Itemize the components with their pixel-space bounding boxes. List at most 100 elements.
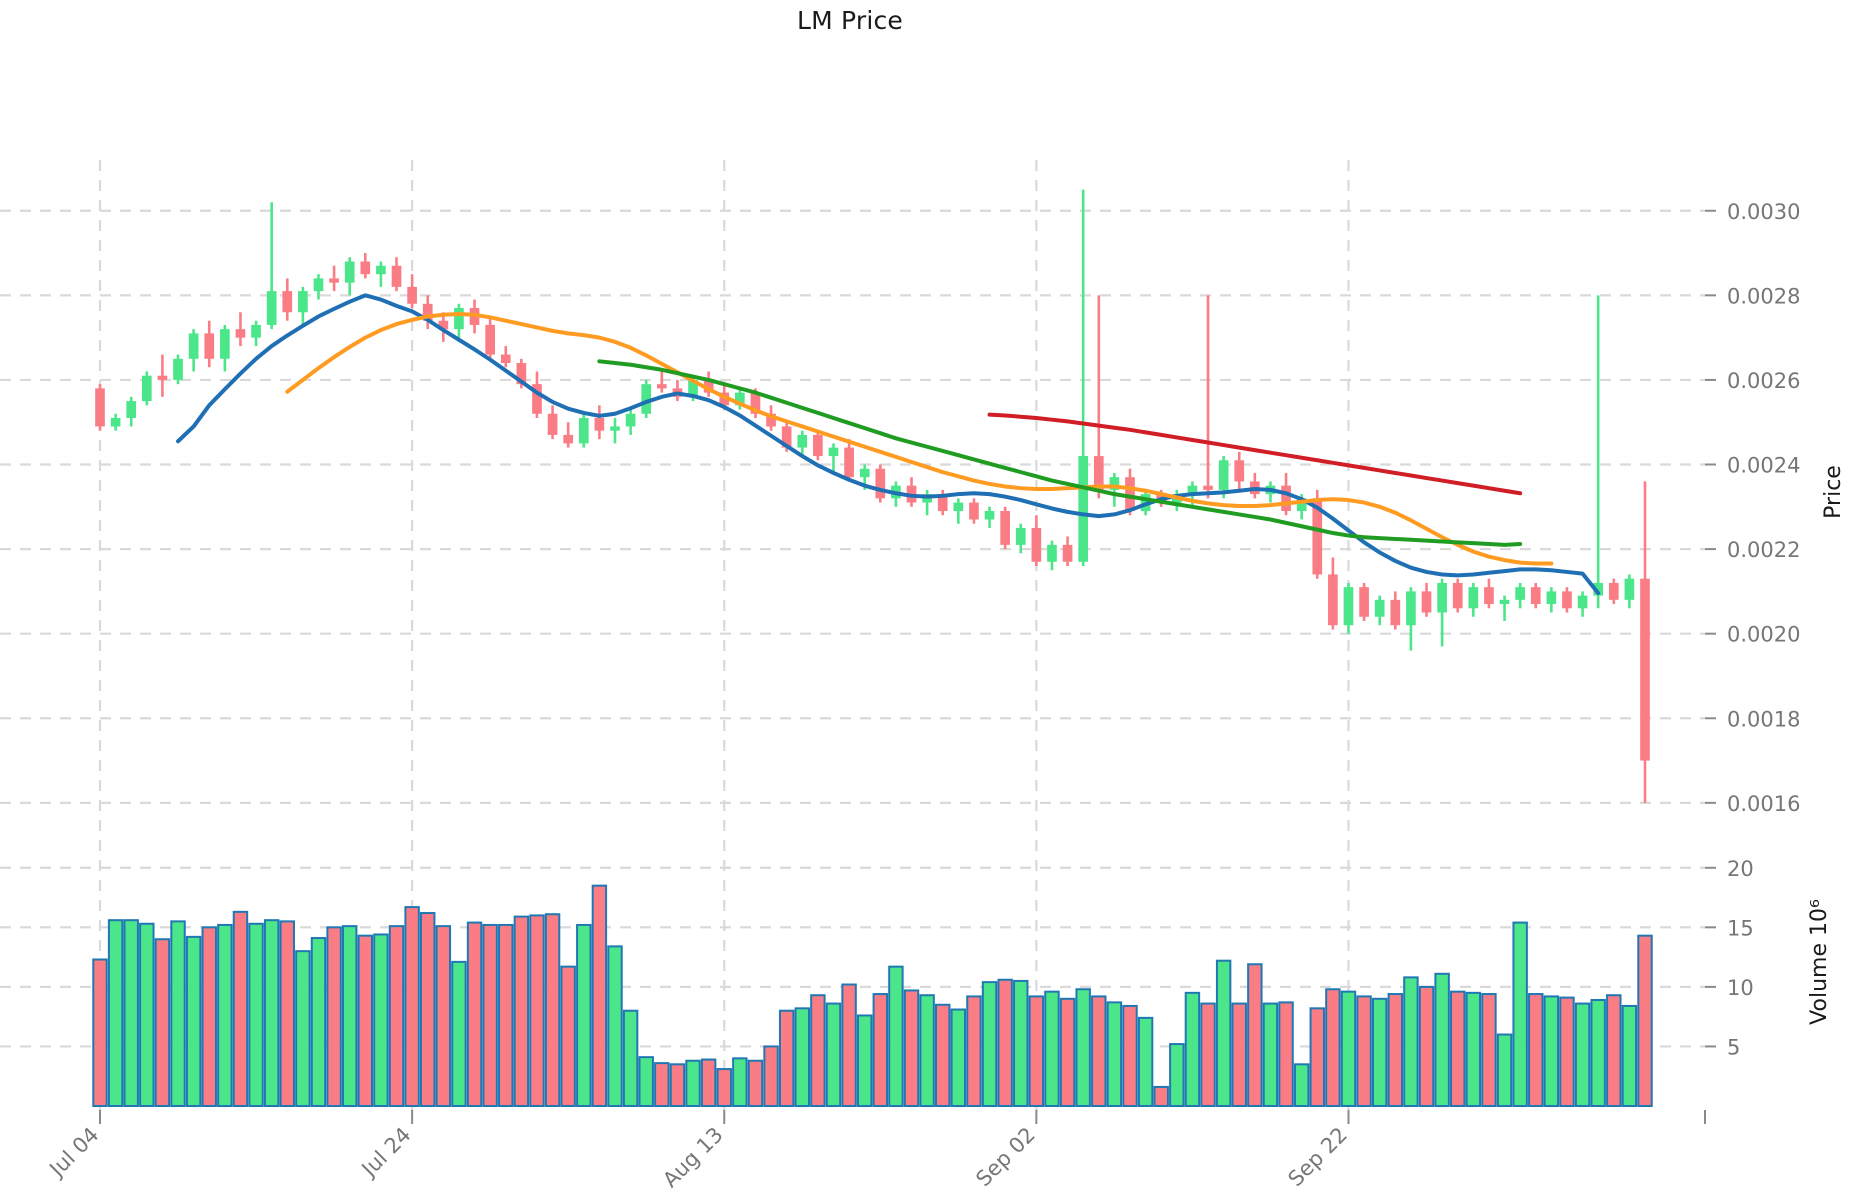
volume-bar (1013, 979, 1029, 1108)
volume-bar (326, 926, 342, 1107)
candlestick (1374, 595, 1385, 626)
volume-bar (388, 925, 405, 1107)
candlestick (157, 354, 168, 397)
candlestick (641, 379, 652, 418)
volume-bar (1371, 997, 1388, 1107)
candlestick (188, 329, 199, 372)
chart-title: LM Price (796, 6, 904, 35)
volume-bar (685, 1059, 701, 1108)
volume-bar (232, 910, 249, 1107)
candlestick (1234, 451, 1245, 490)
price-tick-label: 0.0026 (1727, 369, 1800, 393)
candlestick (298, 286, 308, 325)
volume-bar (263, 919, 280, 1107)
volume-bar (201, 926, 217, 1107)
candlestick (922, 489, 932, 516)
candlestick (1390, 591, 1401, 630)
candlestick (235, 312, 246, 347)
volume-bar (498, 923, 514, 1107)
volume-bar (482, 923, 498, 1107)
volume-bar (794, 1007, 810, 1108)
candlestick (251, 320, 261, 347)
volume-bar (1106, 1001, 1123, 1108)
volume-tick-label: 5 (1727, 1035, 1740, 1059)
volume-bar (1356, 995, 1372, 1108)
x-tick-label: Sep 02 (971, 1123, 1040, 1192)
candlestick (454, 303, 464, 338)
volume-bar (248, 922, 264, 1108)
volume-bar (1059, 997, 1076, 1107)
price-tick-label: 0.0018 (1727, 707, 1800, 731)
volume-bar (435, 925, 452, 1107)
candlestick (969, 498, 979, 524)
candlestick (656, 371, 667, 393)
price-tick-label: 0.0030 (1727, 200, 1800, 224)
volume-bar (654, 1062, 670, 1107)
volume-bar (1606, 994, 1622, 1108)
volume-bar (1153, 1085, 1169, 1108)
volume-bar (981, 981, 998, 1108)
candlestick (438, 312, 449, 342)
volume-bar (935, 1003, 951, 1107)
volume-bar (1091, 995, 1107, 1108)
candlestick (1624, 574, 1635, 609)
volume-bar (170, 920, 186, 1108)
volume-bar (420, 912, 436, 1107)
ma-line-ma_long (597, 359, 1523, 547)
volume-bar (1637, 934, 1653, 1107)
volume-bar (919, 994, 935, 1108)
candlestick (95, 384, 105, 431)
candlestick (1359, 582, 1369, 621)
candlestick (204, 320, 215, 368)
volume-bar (107, 919, 124, 1107)
candlestick (984, 506, 995, 528)
candlestick (360, 253, 371, 279)
volume-bar (1559, 996, 1575, 1107)
volume-bar (903, 989, 920, 1107)
candlestick (1593, 295, 1604, 609)
volume-bar (139, 922, 155, 1108)
candlestick (563, 422, 574, 448)
candlestick (953, 498, 964, 524)
volume-bar (1247, 963, 1263, 1107)
volume-bar (1403, 976, 1419, 1107)
candlestick (282, 278, 293, 321)
x-tick-label: Jul 04 (44, 1123, 104, 1183)
volume-bar (154, 938, 171, 1107)
candlestick (220, 324, 230, 372)
volume-bar (872, 993, 889, 1108)
candlestick (1125, 468, 1135, 516)
candlestick (422, 295, 433, 330)
volume-bar (1200, 1002, 1216, 1108)
ma-line-ma_short (176, 293, 1601, 596)
volume-bar (92, 958, 108, 1108)
volume-bar (1044, 990, 1060, 1107)
volume-bar (888, 965, 904, 1108)
volume-bar (544, 913, 561, 1108)
volume-bar (607, 945, 623, 1107)
volume-bar (1262, 1002, 1279, 1108)
x-tick-label: Jul 24 (356, 1123, 416, 1183)
volume-bar (1184, 991, 1201, 1107)
volume-bar (966, 995, 982, 1108)
candlestick (141, 371, 152, 406)
volume-bar (1543, 995, 1560, 1108)
candlestick (500, 346, 511, 368)
volume-bar (404, 906, 420, 1108)
volume-bar (1293, 1063, 1310, 1108)
x-tick-label: Sep 22 (1283, 1123, 1352, 1192)
candlestick-layer (95, 189, 1650, 803)
candlestick (672, 379, 683, 402)
x-tick-label: Aug 13 (658, 1123, 728, 1193)
ma-line-ma_xlong (987, 412, 1523, 496)
candlestick (906, 477, 917, 507)
volume-bar (716, 1068, 732, 1108)
candlestick (110, 413, 121, 431)
volume-bar (1309, 1007, 1325, 1108)
volume-bar (295, 950, 311, 1108)
volume-bar (763, 1045, 779, 1108)
candlestick (1577, 591, 1588, 617)
price-tick-label: 0.0016 (1727, 792, 1800, 816)
volume-bar (560, 965, 576, 1108)
volume-bar (373, 933, 389, 1107)
